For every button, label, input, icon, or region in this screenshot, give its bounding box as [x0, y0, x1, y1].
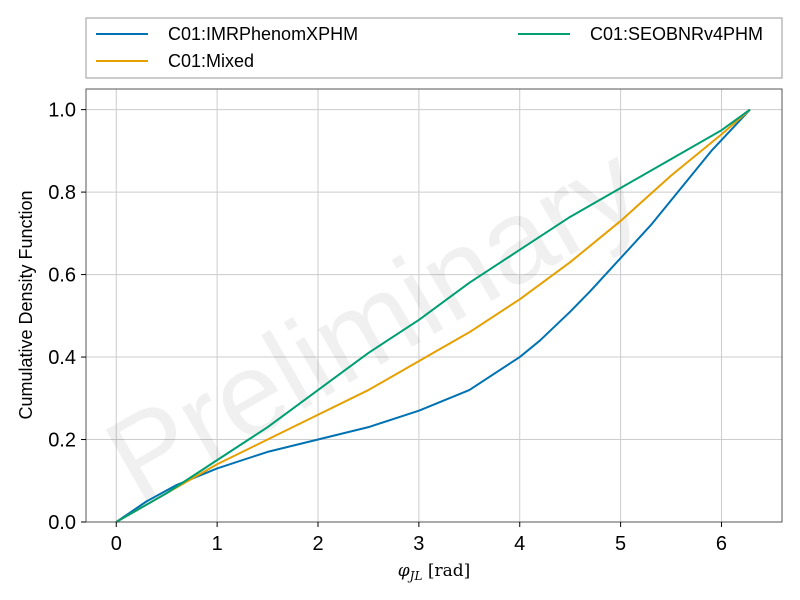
series-lines	[115, 108, 751, 523]
x-tick-label: 2	[312, 533, 323, 555]
x-tick-label: 0	[111, 533, 122, 555]
y-tick-label: 0.8	[48, 182, 76, 204]
legend-box	[85, 17, 783, 79]
ticks	[81, 109, 722, 527]
x-tick-label: 1	[212, 533, 223, 555]
legend-label: C01:Mixed	[168, 51, 254, 71]
x-tick-label: 3	[413, 533, 424, 555]
tick-labels: 0 1 2 3 4 5 6 0.0 0.2 0.4 0.6 0.8 1.0	[48, 100, 727, 555]
series-line-1	[115, 108, 751, 523]
watermark-text: Preliminary	[85, 118, 662, 527]
x-tick-label: 5	[615, 533, 626, 555]
y-axis-label: Cumulative Density Function	[16, 190, 36, 419]
series-line-2	[115, 108, 751, 523]
y-tick-label: 1.0	[48, 100, 76, 122]
y-tick-label: 0.0	[48, 512, 76, 534]
y-tick-label: 0.6	[48, 265, 76, 287]
legend-label: C01:SEOBNRv4PHM	[590, 24, 763, 44]
legend-label: C01:IMRPhenomXPHM	[168, 24, 358, 44]
x-tick-label: 4	[514, 533, 525, 555]
legend-items: C01:IMRPhenomXPHM C01:Mixed C01:SEOBNRv4PH…	[96, 24, 763, 71]
y-tick-label: 0.4	[48, 347, 76, 369]
grid	[86, 89, 782, 523]
x-axis-label: φJL [rad]	[398, 561, 471, 583]
series-line-3	[115, 108, 751, 523]
y-tick-label: 0.2	[48, 430, 76, 452]
plot-frame	[85, 88, 783, 523]
x-tick-label: 6	[716, 533, 727, 555]
legend: C01:IMRPhenomXPHM C01:Mixed C01:SEOBNRv4PH…	[85, 17, 783, 79]
